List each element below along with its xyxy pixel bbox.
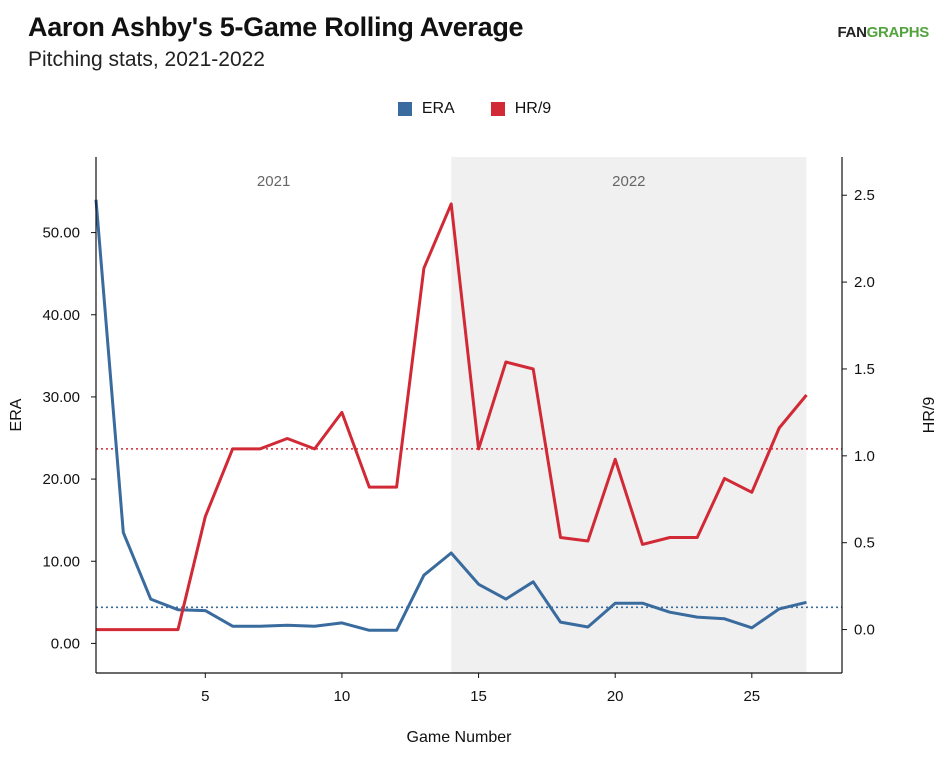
y-axis-right-title: HR/9 [921, 397, 938, 434]
legend-label-era: ERA [421, 100, 455, 117]
y-left-tick-label: 30.00 [42, 389, 80, 406]
y-left-tick-label: 50.00 [42, 225, 80, 242]
chart-legend: ERA HR/9 [0, 100, 949, 118]
x-tick-label: 15 [470, 688, 487, 705]
y-right-tick-label: 0.0 [854, 622, 875, 639]
season-shade-layer [451, 157, 807, 673]
x-axis-title: Game Number [407, 729, 513, 746]
y-right-tick-label: 0.5 [854, 535, 875, 552]
mean-lines-layer [96, 448, 842, 609]
labels-layer: 2021 2022 5 10 15 20 25 0.00 10.00 20.00 30.00 40.0… [8, 173, 938, 746]
x-tick-label: 5 [201, 688, 209, 705]
legend-swatch-hr9 [490, 102, 505, 116]
y-left-tick-label: 0.00 [51, 635, 80, 652]
legend-label-hr9: HR/9 [514, 100, 552, 117]
y-right-tick-label: 2.5 [854, 187, 875, 204]
season-label-2021: 2021 [257, 173, 290, 190]
y-right-tick-label: 1.0 [854, 448, 875, 465]
y-left-tick-label: 40.00 [42, 307, 80, 324]
y-axis-left-title: ERA [8, 398, 25, 431]
logo-text-fan: FAN [837, 24, 867, 41]
axes-layer [91, 157, 847, 678]
logo-text-graphs: GRAPHS [866, 24, 930, 41]
y-left-tick-label: 20.00 [42, 471, 80, 488]
y-right-tick-label: 2.0 [854, 274, 875, 291]
series-line-hr9 [96, 202, 808, 632]
series-line-era [94, 199, 807, 632]
page-subtitle: Pitching stats, 2021-2022 [28, 48, 265, 71]
season-shade-2022 [451, 157, 807, 673]
season-label-2022: 2022 [612, 173, 645, 190]
page-title: Aaron Ashby's 5-Game Rolling Average [28, 12, 524, 42]
x-tick-label: 10 [334, 688, 351, 705]
legend-swatch-era [397, 102, 412, 116]
legend-item-hr9[interactable]: HR/9 [490, 100, 552, 118]
series-layer [94, 199, 808, 632]
fangraphs-logo[interactable]: FANGRAPHS [837, 24, 930, 41]
x-tick-label: 25 [743, 688, 760, 705]
y-right-tick-label: 1.5 [854, 361, 875, 378]
legend-item-era[interactable]: ERA [397, 100, 455, 118]
y-left-tick-label: 10.00 [42, 553, 80, 570]
x-tick-label: 20 [607, 688, 624, 705]
